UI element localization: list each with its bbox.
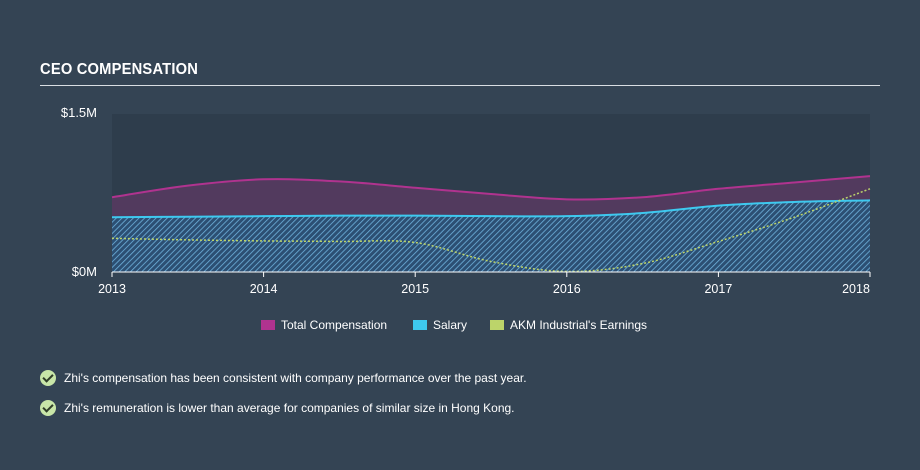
x-tick-label: 2018 (842, 282, 870, 296)
x-tick-label: 2013 (98, 282, 126, 296)
legend-label: Total Compensation (281, 318, 388, 332)
salary-line (111, 199, 871, 219)
section-title: CEO COMPENSATION (40, 61, 199, 78)
legend-label: Salary (433, 318, 468, 332)
compensation-chart: $1.5M $0M 2013 2014 2015 2016 2017 2018 (61, 105, 871, 296)
check-icon (40, 400, 56, 416)
chart-legend: Total Compensation Salary AKM Industrial… (0, 318, 920, 334)
legend-item-salary[interactable]: Salary (413, 318, 467, 332)
legend-item-total-compensation[interactable]: Total Compensation (261, 318, 387, 332)
earnings-dotted-line (111, 188, 871, 273)
note-text: Zhi's remuneration is lower than average… (64, 401, 515, 415)
x-tick-label: 2014 (250, 282, 278, 296)
legend-swatch-salary (413, 320, 427, 330)
check-icon (40, 370, 56, 386)
insight-note-consistent: Zhi's compensation has been consistent w… (40, 369, 527, 387)
total-compensation-line (111, 175, 871, 201)
y-tick-label-max: $1.5M (61, 105, 97, 120)
legend-label: AKM Industrial's Earnings (510, 318, 648, 332)
x-tick-label: 2015 (401, 282, 429, 296)
y-tick-label-min: $0M (72, 264, 97, 279)
note-text: Zhi's compensation has been consistent w… (64, 371, 527, 385)
x-tick-label: 2017 (704, 282, 732, 296)
legend-swatch-earnings (490, 320, 504, 330)
legend-swatch-total-compensation (261, 320, 275, 330)
insight-note-lower-than-average: Zhi's remuneration is lower than average… (40, 399, 515, 417)
title-divider (40, 85, 880, 86)
x-tick-label: 2016 (553, 282, 581, 296)
legend-item-earnings[interactable]: AKM Industrial's Earnings (490, 318, 647, 332)
